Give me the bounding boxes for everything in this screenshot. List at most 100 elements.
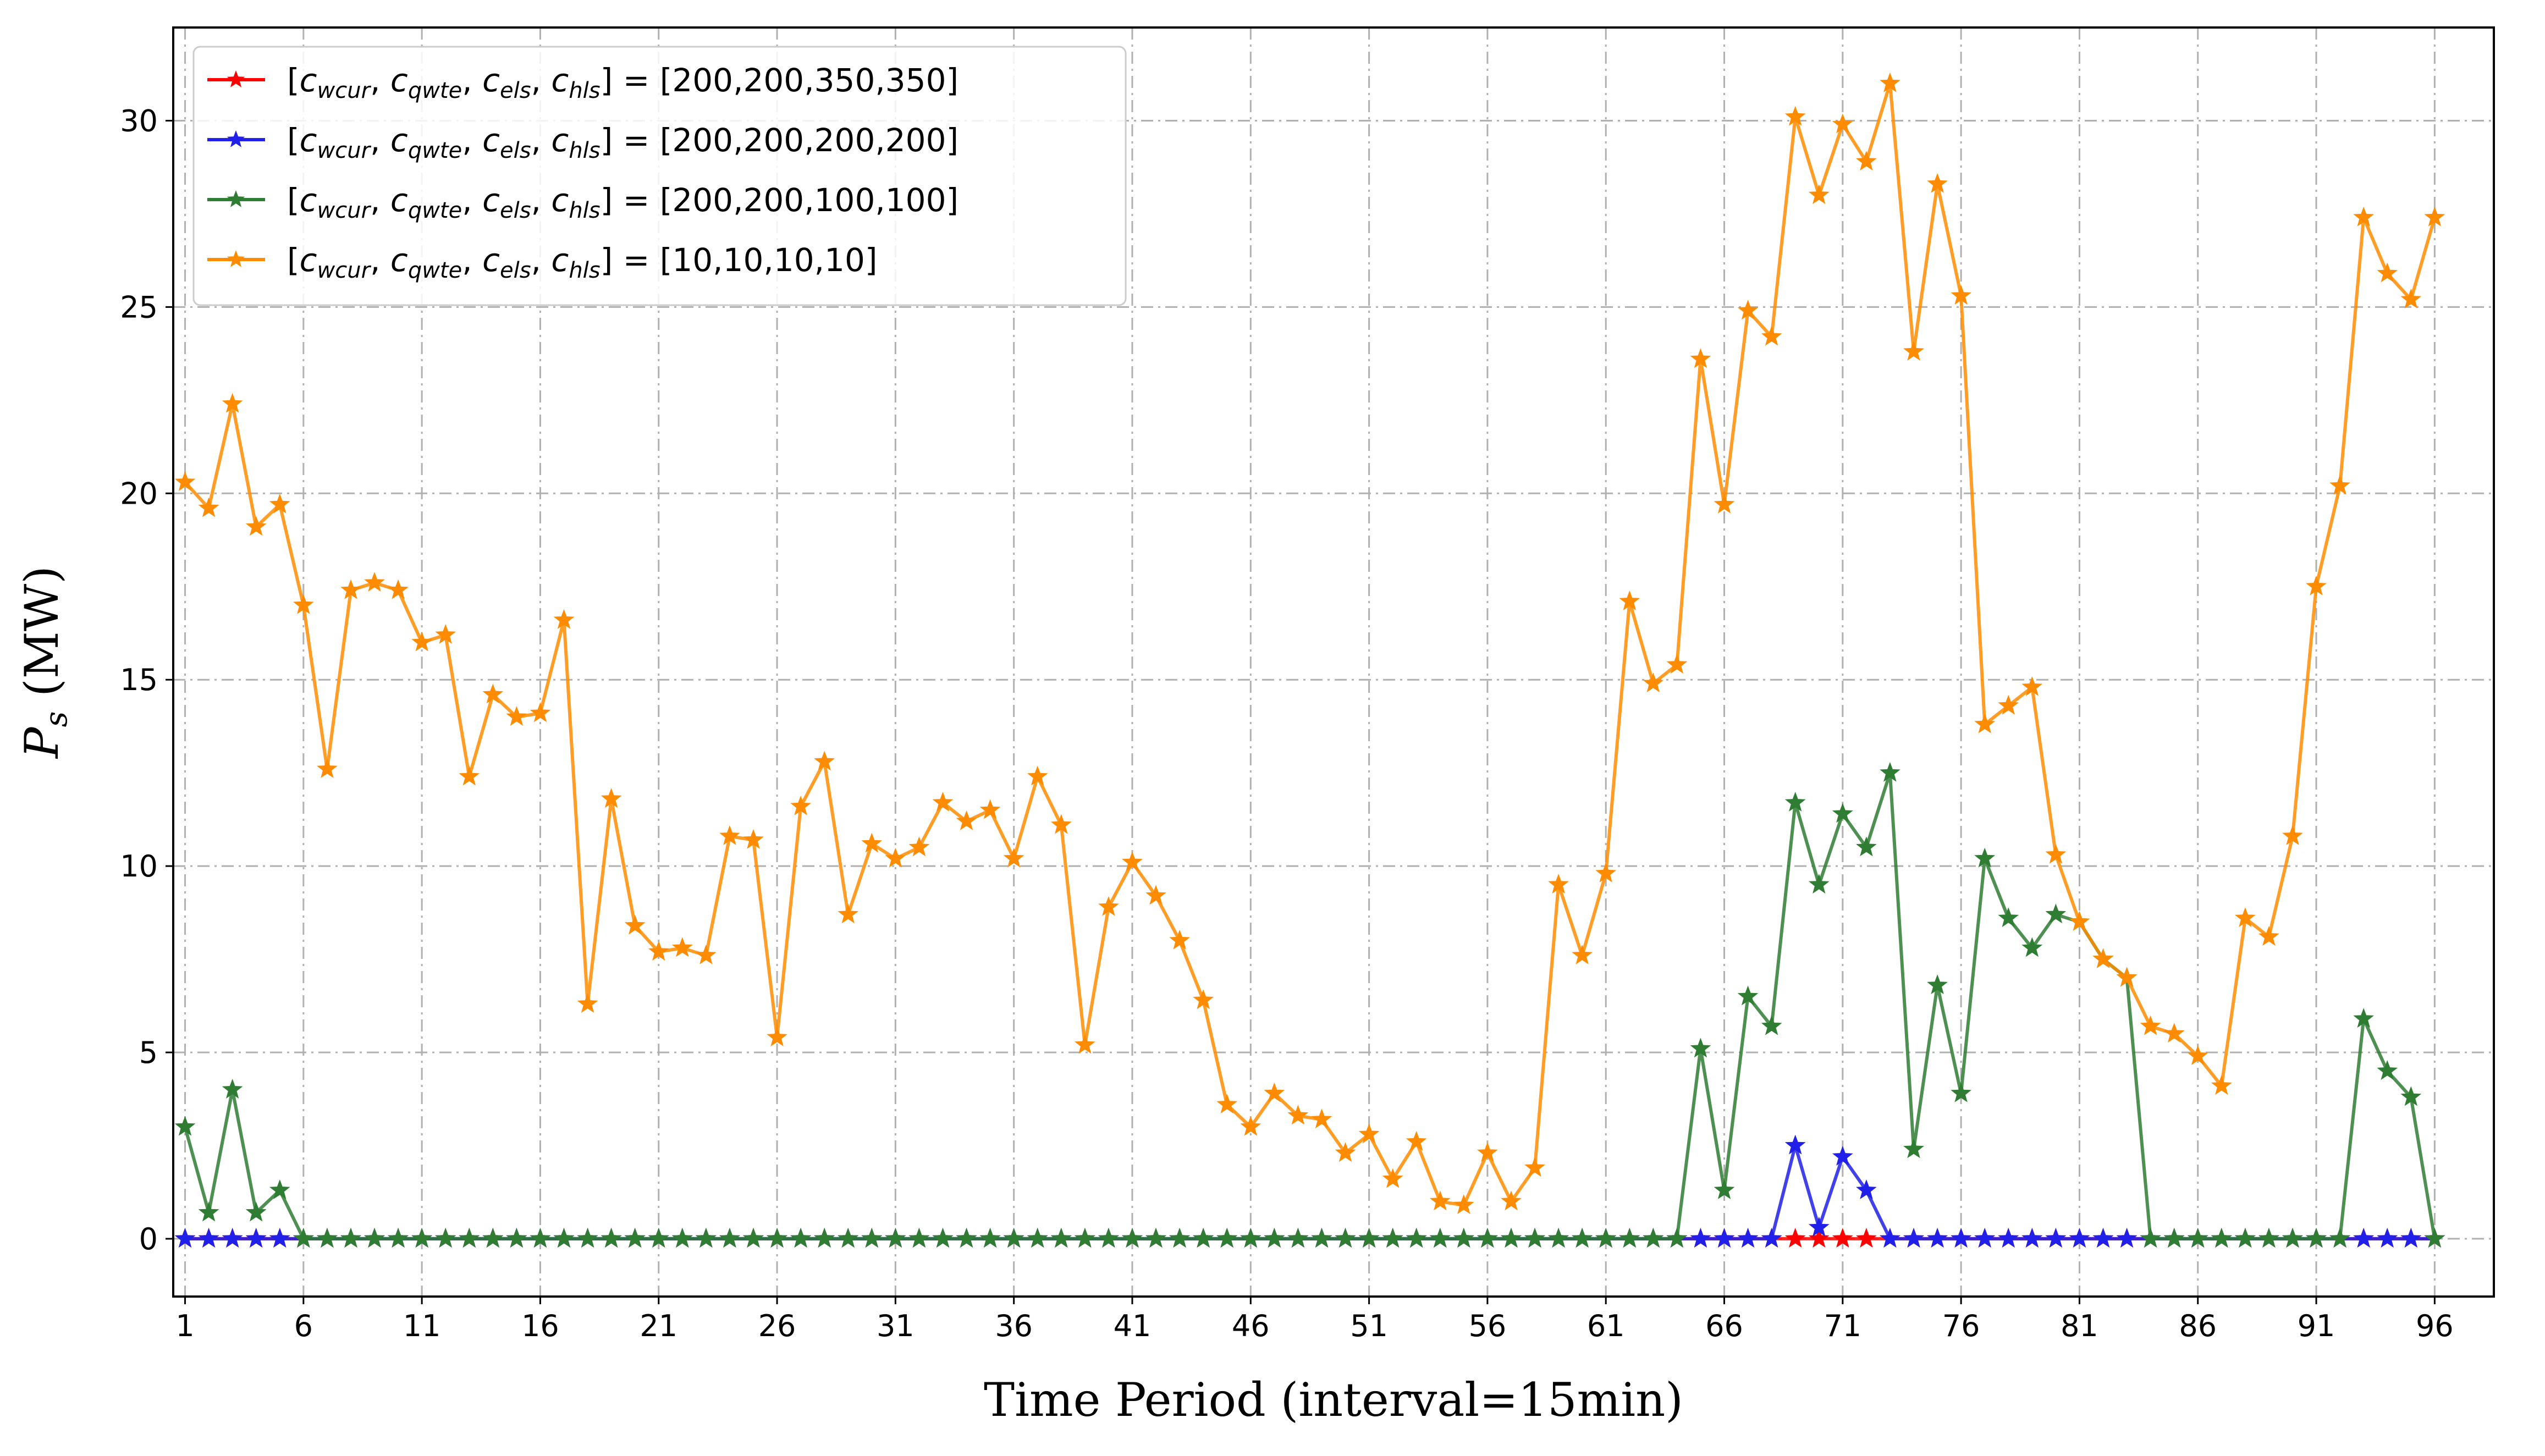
data-point <box>601 788 622 808</box>
legend-item: [cwcur, cqwte, cels, chls] = [200,200,20… <box>207 122 958 163</box>
data-point <box>506 706 527 726</box>
data-point <box>1287 1105 1309 1125</box>
data-point <box>1027 765 1048 786</box>
data-point <box>2021 676 2043 696</box>
data-point <box>2258 926 2279 946</box>
data-point <box>2353 1008 2374 1028</box>
data-point <box>245 516 267 536</box>
x-tick-label: 21 <box>640 1309 677 1343</box>
data-point <box>577 1228 598 1248</box>
data-point <box>2329 1228 2351 1248</box>
y-axis: 0 5 10 15 20 25 30 <box>120 103 173 1256</box>
x-tick-label: 36 <box>995 1309 1033 1343</box>
x-tick-label: 56 <box>1469 1309 1507 1343</box>
data-point <box>1429 1190 1451 1211</box>
data-point <box>1714 493 1735 514</box>
y-tick-label: 10 <box>120 849 158 884</box>
data-point <box>767 1228 787 1248</box>
data-point <box>2092 948 2114 968</box>
series-3 <box>174 762 2445 1248</box>
x-tick-label: 16 <box>521 1309 559 1343</box>
data-point <box>885 847 906 868</box>
data-point <box>767 1027 787 1047</box>
data-point <box>1714 1228 1735 1248</box>
data-point <box>293 594 314 614</box>
legend-label: [cwcur, cqwte, cels, chls] = [200,200,10… <box>287 181 958 223</box>
data-point <box>1808 1228 1830 1248</box>
data-point <box>1784 1228 1806 1248</box>
data-point <box>1548 1228 1569 1248</box>
x-tick-label: 46 <box>1232 1309 1270 1343</box>
data-point <box>601 1228 622 1248</box>
data-point <box>1382 1168 1403 1188</box>
data-point <box>2400 1086 2422 1106</box>
y-tick-label: 5 <box>139 1035 158 1070</box>
data-point <box>2140 1015 2161 1035</box>
data-point <box>2211 1075 2232 1095</box>
data-point <box>1145 1228 1166 1248</box>
legend-label: [cwcur, cqwte, cels, chls] = [200,200,20… <box>287 122 958 163</box>
data-point <box>1832 1228 1853 1248</box>
data-point <box>838 1228 859 1248</box>
legend-swatch-marker <box>227 190 245 207</box>
data-point <box>1808 874 1830 894</box>
data-point <box>1784 1134 1806 1155</box>
data-point <box>1003 847 1024 868</box>
data-point <box>1832 803 1853 823</box>
legend-label: [cwcur, cqwte, cels, chls] = [10,10,10,1… <box>287 241 878 283</box>
x-tick-label: 41 <box>1114 1309 1152 1343</box>
data-point <box>2282 825 2303 845</box>
data-point <box>2045 1228 2067 1248</box>
data-point <box>2045 843 2067 864</box>
data-point <box>1501 1190 1522 1211</box>
data-point <box>340 579 361 599</box>
data-point <box>364 1228 385 1248</box>
data-point <box>1832 1145 1853 1166</box>
x-tick-label: 71 <box>1824 1309 1861 1343</box>
data-point <box>1737 300 1759 320</box>
data-point <box>411 631 433 652</box>
data-point <box>506 1228 527 1248</box>
data-point <box>1974 847 1996 868</box>
x-tick-label: 61 <box>1587 1309 1625 1343</box>
data-point <box>2282 1228 2303 1248</box>
data-point <box>979 1228 1001 1248</box>
data-point <box>1074 1228 1095 1248</box>
data-point <box>956 810 977 830</box>
data-point <box>1524 1157 1545 1177</box>
data-point <box>1903 340 1924 361</box>
data-point <box>411 1228 433 1248</box>
data-point <box>908 1228 930 1248</box>
data-point <box>1145 885 1166 905</box>
data-point <box>695 1228 717 1248</box>
x-tick-label: 76 <box>1942 1309 1980 1343</box>
data-point <box>1122 851 1143 872</box>
data-point <box>1501 1228 1522 1248</box>
legend-swatch-marker <box>227 70 245 87</box>
data-point <box>198 1201 219 1222</box>
data-point <box>2187 1045 2208 1065</box>
data-point <box>1027 1228 1048 1248</box>
data-point <box>979 799 1001 819</box>
data-point <box>2306 575 2327 595</box>
data-point <box>2377 1060 2398 1080</box>
data-point <box>2377 1228 2398 1248</box>
data-point <box>671 1228 693 1248</box>
data-point <box>2306 1228 2327 1248</box>
data-point <box>1098 896 1119 916</box>
data-point <box>671 937 693 957</box>
data-point <box>2353 206 2374 227</box>
x-tick-label: 11 <box>403 1309 441 1343</box>
y-axis-title: Ps (MW) <box>15 566 74 759</box>
data-point <box>908 836 930 857</box>
data-point <box>719 1228 740 1248</box>
data-point <box>1453 1228 1474 1248</box>
data-point <box>293 1228 314 1248</box>
data-point <box>435 624 456 644</box>
data-point <box>245 1201 267 1222</box>
data-point <box>1951 285 1972 305</box>
y-tick-label: 20 <box>120 476 158 511</box>
data-point <box>2258 1228 2279 1248</box>
x-axis: 1 6 11 16 21 26 31 36 41 46 51 56 61 66 71 76 81 86 91 96 <box>175 1297 2454 1343</box>
data-point <box>2021 1228 2043 1248</box>
